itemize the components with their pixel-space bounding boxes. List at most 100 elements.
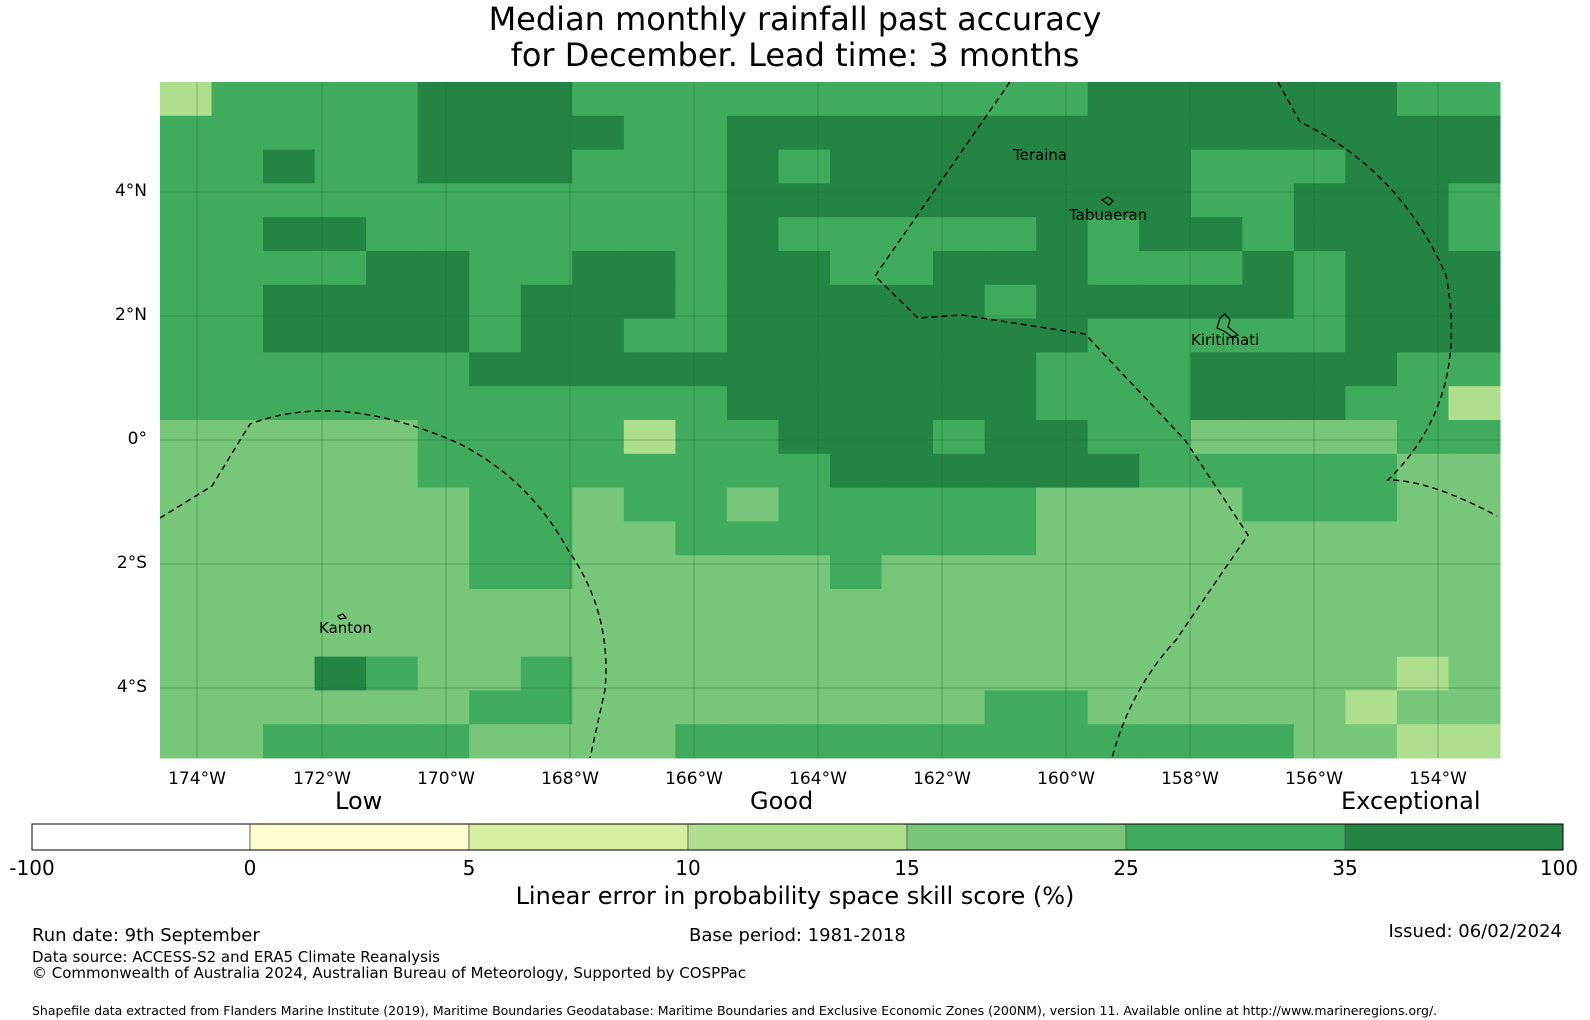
skill-cell: [1036, 352, 1089, 387]
skill-cell: [726, 183, 779, 218]
skill-cell: [1036, 420, 1089, 455]
skill-cell: [830, 589, 883, 624]
skill-cell: [881, 420, 934, 455]
skill-cell: [1345, 183, 1398, 218]
skill-cell: [623, 555, 676, 590]
skill-cell: [1087, 217, 1140, 252]
latitude-tick-label: 4°S: [116, 677, 147, 697]
skill-cell: [160, 115, 213, 151]
skill-cell: [933, 217, 986, 252]
skill-cell: [263, 352, 316, 387]
skill-cell: [623, 453, 676, 489]
skill-cell: [211, 217, 264, 252]
colorbar-segment: [249, 823, 470, 851]
skill-cell: [1448, 183, 1501, 218]
skill-cell: [778, 386, 831, 421]
skill-cell: [1293, 589, 1346, 624]
skill-cell: [1139, 251, 1192, 286]
skill-cell: [211, 284, 264, 320]
skill-cell: [1190, 555, 1243, 590]
skill-cell: [1345, 589, 1398, 624]
skill-cell: [675, 453, 728, 489]
skill-cell: [160, 690, 213, 725]
skill-cell: [726, 420, 779, 455]
skill-cell: [1448, 318, 1501, 353]
skill-cell: [726, 690, 779, 725]
skill-cell: [160, 487, 213, 522]
skill-cell: [417, 690, 470, 725]
skill-cell: [1293, 555, 1346, 590]
skill-cell: [1139, 555, 1192, 590]
skill-cell: [314, 183, 367, 218]
skill-cell: [675, 420, 728, 455]
skill-cell: [623, 183, 676, 218]
skill-cell: [469, 352, 522, 387]
skill-cell: [211, 386, 264, 421]
skill-cell: [1190, 82, 1243, 117]
skill-cell: [933, 352, 986, 387]
skill-cell: [160, 555, 213, 590]
skill-cell: [881, 622, 934, 658]
skill-cell: [211, 251, 264, 286]
skill-cell: [623, 115, 676, 151]
skill-cell: [1139, 82, 1192, 117]
longitude-tick-label: 160°W: [1037, 769, 1095, 789]
skill-cell: [160, 149, 213, 184]
skill-cell: [1345, 656, 1398, 691]
skill-cell: [1293, 521, 1346, 556]
skill-cell: [881, 589, 934, 624]
skill-cell: [984, 724, 1037, 759]
skill-cell: [469, 284, 522, 320]
skill-cell: [1396, 622, 1449, 658]
skill-cell: [314, 251, 367, 286]
skill-cell: [263, 555, 316, 590]
colorbar-tick-label: 100: [1539, 856, 1579, 880]
skill-cell: [469, 217, 522, 252]
skill-cell: [160, 724, 213, 759]
skill-cell: [572, 318, 625, 353]
skill-cell: [1448, 453, 1501, 489]
skill-cell: [1036, 386, 1089, 421]
skill-cell: [675, 386, 728, 421]
eez-boundary-line-islands-south: [1277, 81, 1498, 517]
skill-cell: [160, 251, 213, 286]
skill-cell: [572, 115, 625, 151]
skill-cell: [1242, 318, 1295, 353]
skill-cell: [366, 690, 419, 725]
skill-cell: [933, 656, 986, 691]
skill-cell: [1036, 318, 1089, 353]
skill-cell: [263, 589, 316, 624]
skill-cell: [1190, 453, 1243, 489]
skill-cell: [1293, 284, 1346, 320]
skill-cell: [366, 555, 419, 590]
skill-cell: [469, 555, 522, 590]
skill-cell: [1448, 690, 1501, 725]
skill-cell: [1036, 149, 1089, 184]
skill-cell: [984, 318, 1037, 353]
skill-cell: [572, 555, 625, 590]
colorbar-segment: [1344, 823, 1564, 851]
skill-cell: [211, 555, 264, 590]
skill-cell: [1396, 217, 1449, 252]
skill-cell: [726, 386, 779, 421]
skill-cell: [984, 386, 1037, 421]
skill-cell: [469, 318, 522, 353]
skill-cell: [933, 555, 986, 590]
skill-cell: [520, 149, 573, 184]
skill-cell: [726, 521, 779, 556]
skill-cell: [1396, 284, 1449, 320]
skill-cell: [469, 690, 522, 725]
skill-cell: [778, 352, 831, 387]
longitude-tick-label: 164°W: [789, 769, 847, 789]
base-period: Base period: 1981-2018: [689, 925, 906, 946]
place-label-kanton: Kanton: [319, 619, 372, 637]
longitude-tick-label: 154°W: [1409, 769, 1467, 789]
skill-cell: [572, 149, 625, 184]
skill-cell: [1242, 386, 1295, 421]
skill-cell: [263, 690, 316, 725]
skill-cell: [623, 420, 676, 455]
skill-cell: [1087, 622, 1140, 658]
skill-cell: [1345, 386, 1398, 421]
skill-cell: [1139, 487, 1192, 522]
